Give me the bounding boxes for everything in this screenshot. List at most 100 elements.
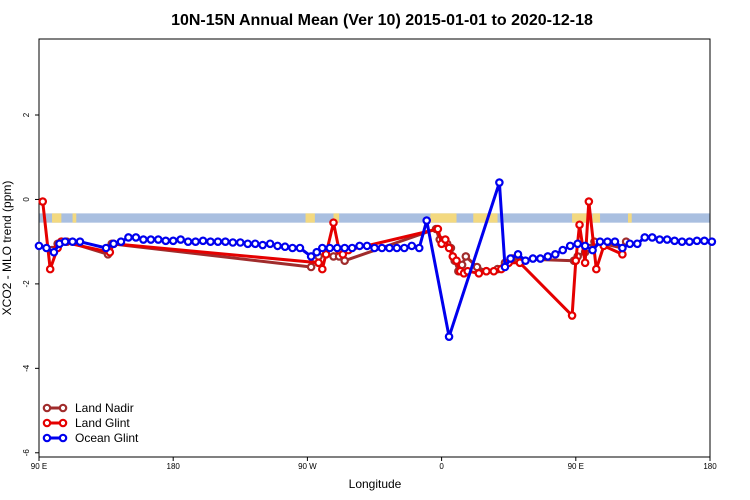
- land-glint-point: [452, 256, 461, 265]
- legend-label: Land Glint: [75, 416, 130, 430]
- background-band: [39, 213, 710, 223]
- ocean-glint-point: [662, 235, 672, 244]
- ocean-glint-point: [60, 237, 70, 246]
- ocean-glint-point: [377, 243, 387, 253]
- ocean-glint-point: [392, 243, 402, 253]
- land-glint-point: [571, 256, 581, 265]
- y-tick-label: -4: [22, 364, 31, 372]
- ocean-glint-point: [109, 239, 118, 249]
- land-glint-point: [580, 258, 590, 268]
- x-tick-label: 180: [703, 462, 717, 471]
- ocean-glint-point: [68, 237, 77, 246]
- ocean-glint-point: [655, 235, 664, 244]
- ocean-glint-point: [206, 237, 215, 246]
- ocean-glint-point: [306, 252, 316, 261]
- land-glint-point: [45, 264, 55, 274]
- land-glint-point: [444, 243, 454, 253]
- ocean-glint-point: [198, 236, 208, 246]
- ocean-glint-point: [250, 239, 260, 249]
- ocean-glint-point: [610, 237, 620, 246]
- ocean-glint-point: [633, 239, 642, 249]
- land-glint-point: [575, 220, 584, 230]
- ocean-glint-point: [707, 237, 717, 246]
- land-glint-point: [441, 235, 450, 244]
- land-glint-point: [489, 266, 499, 276]
- ocean-glint-point: [370, 243, 379, 253]
- ocean-glint-point: [647, 233, 657, 242]
- legend-item-land-nadir: Land Nadir: [42, 401, 134, 415]
- ocean-glint-point: [153, 235, 163, 244]
- ocean-glint-point: [685, 237, 694, 246]
- ocean-glint-point: [236, 238, 245, 247]
- legend-swatch-marker: [58, 403, 68, 413]
- ocean-glint-point: [295, 243, 305, 253]
- ocean-glint-point: [565, 241, 575, 251]
- ocean-glint-point: [550, 250, 560, 259]
- series-ocean-glint: [34, 178, 717, 341]
- ocean-glint-point: [161, 236, 171, 246]
- ocean-glint-point: [265, 239, 275, 249]
- legend-item-land-glint: Land Glint: [42, 416, 130, 430]
- land-glint-point: [314, 258, 323, 268]
- land-glint-point: [38, 197, 48, 206]
- y-tick-label: -2: [22, 280, 31, 288]
- ocean-band: [39, 213, 710, 223]
- y-tick-label: 0: [22, 197, 31, 202]
- ocean-glint-point: [183, 237, 193, 246]
- ocean-glint-point: [228, 238, 238, 247]
- ocean-glint-point: [618, 243, 627, 253]
- land-patch: [572, 213, 589, 223]
- legend-swatch-marker: [42, 403, 52, 413]
- ocean-glint-point: [332, 243, 342, 253]
- land-nadir-point: [461, 252, 471, 261]
- ocean-glint-point: [116, 237, 126, 246]
- ocean-glint-point: [124, 233, 133, 242]
- land-patch: [430, 213, 457, 223]
- ocean-glint-point: [312, 247, 322, 257]
- y-axis-label: XCO2 - MLO trend (ppm): [0, 181, 14, 316]
- ocean-glint-point: [101, 243, 111, 253]
- ocean-glint-point: [495, 178, 504, 187]
- ocean-glint-point: [588, 245, 597, 255]
- x-tick-label: 90 E: [568, 462, 584, 471]
- legend-swatch-marker: [58, 433, 68, 443]
- ocean-glint-point: [558, 245, 568, 255]
- ocean-glint-point: [400, 243, 409, 253]
- ocean-glint-point: [407, 241, 417, 251]
- land-nadir-point: [306, 262, 316, 272]
- land-glint-point: [584, 197, 594, 206]
- ocean-glint-point: [506, 254, 515, 263]
- ocean-glint-point: [243, 239, 253, 249]
- ocean-glint-point: [325, 243, 335, 253]
- ocean-glint-point: [280, 242, 290, 252]
- x-axis: 90 E 180 90 W 0 90 E 180: [31, 457, 717, 471]
- land-glint-point: [592, 264, 601, 274]
- ocean-glint-point: [355, 241, 364, 251]
- ocean-glint-point: [640, 233, 650, 242]
- land-patch: [72, 213, 77, 223]
- ocean-glint-point: [677, 237, 687, 246]
- ocean-glint-point: [385, 243, 394, 253]
- chart-title: 10N-15N Annual Mean (Ver 10) 2015-01-01 …: [171, 12, 593, 29]
- ocean-glint-point: [595, 237, 605, 246]
- ocean-glint-point: [414, 243, 424, 253]
- legend-label: Ocean Glint: [75, 431, 139, 445]
- land-glint-point: [567, 311, 577, 320]
- land-glint-point: [329, 218, 338, 227]
- ocean-glint-point: [362, 241, 372, 251]
- legend-swatch-marker: [58, 418, 68, 428]
- x-axis-label: Longitude: [349, 477, 402, 491]
- x-tick-label: 90 E: [31, 462, 47, 471]
- ocean-glint-point: [670, 236, 679, 246]
- land-patch: [333, 213, 340, 223]
- ocean-glint-point: [543, 252, 553, 261]
- x-tick-label: 180: [167, 462, 181, 471]
- land-patch: [592, 213, 601, 223]
- ocean-glint-point: [34, 241, 44, 251]
- land-patch: [52, 213, 62, 223]
- legend-swatch-marker: [42, 433, 52, 443]
- ocean-glint-point: [573, 239, 582, 249]
- ocean-glint-point: [191, 237, 200, 246]
